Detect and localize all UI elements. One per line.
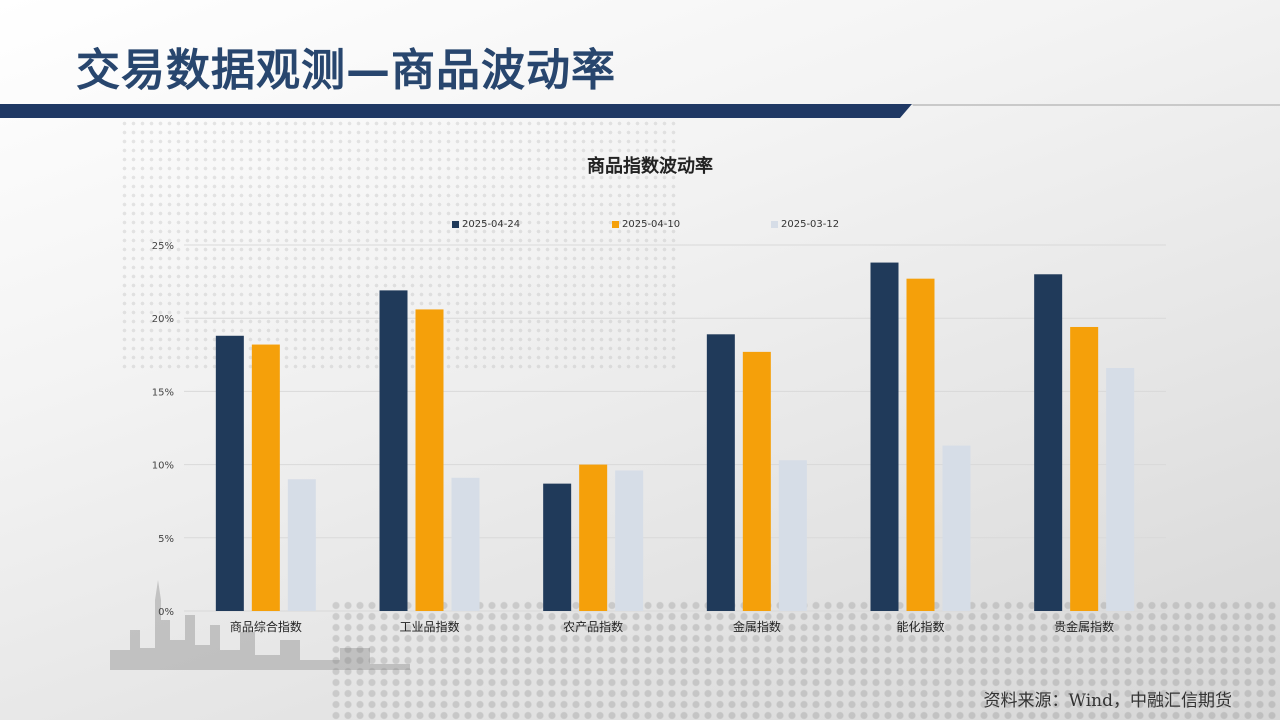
y-tick-label: 25% (152, 241, 174, 252)
y-tick-label: 0% (158, 607, 174, 618)
bar (287, 479, 316, 611)
x-tick-label: 贵金属指数 (1054, 619, 1114, 634)
legend-label: 2025-04-24 (462, 219, 521, 230)
bar (742, 351, 771, 611)
x-tick-label: 金属指数 (733, 619, 781, 634)
bar (1106, 367, 1135, 611)
bar (615, 470, 644, 611)
x-tick-label: 工业品指数 (399, 619, 459, 634)
bar (906, 278, 935, 611)
page-title: 交易数据观测—商品波动率 (76, 45, 616, 96)
bar (415, 309, 444, 611)
legend-swatch (771, 221, 778, 228)
bar (1034, 274, 1063, 611)
chart-title: 商品指数波动率 (587, 156, 713, 177)
x-tick-label: 商品综合指数 (230, 619, 302, 634)
legend-label: 2025-03-12 (781, 219, 840, 230)
legend-swatch (612, 221, 619, 228)
bar (706, 334, 735, 611)
bar (942, 445, 971, 611)
bar (215, 335, 244, 611)
chart-legend: 2025-04-24 2025-04-10 2025-03-12 (0, 219, 1280, 233)
bar (579, 464, 608, 611)
y-tick-label: 10% (152, 461, 174, 472)
bar (870, 262, 899, 611)
title-underline (0, 104, 1280, 118)
background-skyline (110, 580, 410, 670)
y-tick-label: 20% (152, 314, 174, 325)
bar (543, 483, 572, 611)
bar (451, 477, 480, 611)
x-tick-label: 能化指数 (896, 619, 944, 634)
source-note: 资料来源：Wind，中融汇信期货 (983, 691, 1232, 711)
legend-item: 2025-04-24 (452, 219, 520, 230)
legend-item: 2025-03-12 (771, 219, 839, 230)
background-hex-pattern (330, 600, 1280, 720)
bar (379, 290, 408, 611)
x-tick-label: 农产品指数 (563, 619, 623, 634)
bar (778, 460, 807, 611)
legend-swatch (452, 221, 459, 228)
y-tick-label: 5% (158, 534, 174, 545)
bar (1070, 326, 1099, 611)
bar (251, 344, 280, 611)
y-tick-label: 15% (152, 387, 174, 398)
legend-item: 2025-04-10 (612, 219, 680, 230)
legend-label: 2025-04-10 (622, 219, 681, 230)
